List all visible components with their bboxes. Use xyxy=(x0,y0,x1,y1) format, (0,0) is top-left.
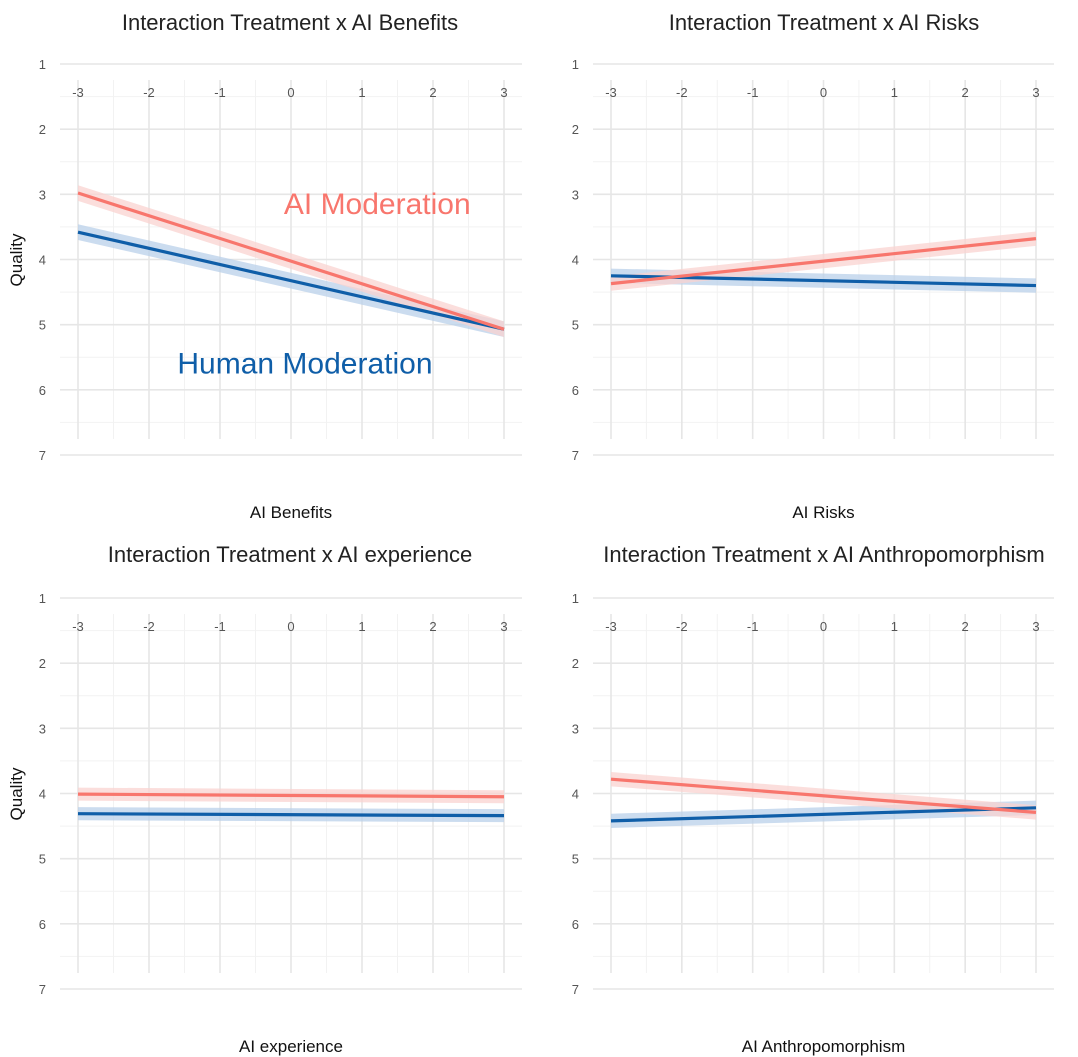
x-tick-label: 2 xyxy=(962,619,969,634)
x-tick-label: 3 xyxy=(500,619,507,634)
y-tick-label: 7 xyxy=(572,982,579,997)
y-tick-label: 4 xyxy=(39,787,46,802)
chart-panel-3: 1 2 3 4 5 6 7 -3 -2 -1 0 1 2 3 Interaction Treatment x… xyxy=(7,542,522,1056)
chart-panel-4: 1 2 3 4 5 6 7 -3 -2 -1 0 1 2 3 Interaction Treatment x… xyxy=(572,542,1054,1056)
x-tick-label: -1 xyxy=(214,85,226,100)
y-tick-label: 7 xyxy=(39,982,46,997)
human-annotation-label: Human Moderation xyxy=(177,348,432,381)
x-tick-label: 2 xyxy=(429,619,436,634)
y-tick-label: 2 xyxy=(39,122,46,137)
x-tick-label: 1 xyxy=(358,85,365,100)
y-tick-label: 4 xyxy=(39,253,46,268)
x-tick-label: 3 xyxy=(1032,85,1039,100)
y-tick-label: 1 xyxy=(572,591,579,606)
y-tick-label: 2 xyxy=(39,656,46,671)
x-tick-label: -2 xyxy=(676,619,688,634)
human-series-line xyxy=(77,812,505,818)
x-tick-label: -3 xyxy=(605,619,617,634)
x-tick-label: -2 xyxy=(143,85,155,100)
x-tick-label: -1 xyxy=(747,619,759,634)
x-tick-label: 2 xyxy=(962,85,969,100)
human-series-line xyxy=(77,230,505,331)
y-tick-label: 2 xyxy=(572,656,579,671)
y-tick-label: 5 xyxy=(572,852,579,867)
y-tick-label: 5 xyxy=(39,852,46,867)
y-tick-label: 3 xyxy=(572,187,579,202)
y-tick-label: 6 xyxy=(572,383,579,398)
ai-series-line xyxy=(77,191,505,331)
y-tick-label: 1 xyxy=(39,57,46,72)
x-tick-label: 1 xyxy=(891,85,898,100)
x-tick-label: -3 xyxy=(72,619,84,634)
x-axis-label: AI Anthropomorphism xyxy=(742,1037,905,1056)
x-tick-label: 3 xyxy=(500,85,507,100)
chart-panel-1: 1 2 3 4 5 6 7 -3 -2 -1 0 1 2 3 Interaction Treatment x… xyxy=(7,10,522,522)
y-axis-label: Quality xyxy=(7,767,26,820)
human-series-line xyxy=(610,806,1037,823)
chart-title: Interaction Treatment x AI Benefits xyxy=(122,10,458,35)
x-tick-label: 0 xyxy=(820,85,827,100)
y-tick-label: 7 xyxy=(572,448,579,463)
x-axis-label: AI Risks xyxy=(792,503,854,522)
ai-annotation-label: AI Moderation xyxy=(284,188,471,221)
y-tick-label: 6 xyxy=(39,917,46,932)
y-tick-label: 3 xyxy=(572,721,579,736)
ai-series-line xyxy=(610,237,1037,286)
chart-panel-2: 1 2 3 4 5 6 7 -3 -2 -1 0 1 2 3 Interaction Treatment x… xyxy=(572,10,1054,522)
y-tick-label: 1 xyxy=(39,591,46,606)
y-tick-label: 7 xyxy=(39,448,46,463)
y-tick-label: 5 xyxy=(572,318,579,333)
y-tick-label: 4 xyxy=(572,253,579,268)
chart-title: Interaction Treatment x AI experience xyxy=(108,542,472,567)
x-tick-label: 0 xyxy=(820,619,827,634)
x-tick-label: -1 xyxy=(214,619,226,634)
x-axis-label: AI Benefits xyxy=(250,503,332,522)
x-tick-label: -1 xyxy=(747,85,759,100)
x-tick-label: 3 xyxy=(1032,619,1039,634)
ai-series-line xyxy=(610,777,1037,814)
x-tick-label: 1 xyxy=(358,619,365,634)
x-tick-label: -3 xyxy=(72,85,84,100)
x-tick-label: 2 xyxy=(429,85,436,100)
x-tick-label: 0 xyxy=(287,619,294,634)
y-tick-label: 3 xyxy=(39,721,46,736)
y-tick-label: 2 xyxy=(572,122,579,137)
x-tick-label: 0 xyxy=(287,85,294,100)
x-tick-label: -2 xyxy=(143,619,155,634)
y-tick-label: 4 xyxy=(572,787,579,802)
x-tick-label: -2 xyxy=(676,85,688,100)
y-axis-label: Quality xyxy=(7,233,26,286)
y-tick-label: 5 xyxy=(39,318,46,333)
chart-title: Interaction Treatment x AI Anthropomorph… xyxy=(603,542,1044,567)
ai-series-line xyxy=(77,792,505,799)
y-tick-label: 6 xyxy=(572,917,579,932)
y-tick-label: 6 xyxy=(39,383,46,398)
y-tick-label: 1 xyxy=(572,57,579,72)
x-axis-label: AI experience xyxy=(239,1037,343,1056)
x-tick-label: -3 xyxy=(605,85,617,100)
x-tick-label: 1 xyxy=(891,619,898,634)
y-tick-label: 3 xyxy=(39,187,46,202)
chart-title: Interaction Treatment x AI Risks xyxy=(669,10,980,35)
